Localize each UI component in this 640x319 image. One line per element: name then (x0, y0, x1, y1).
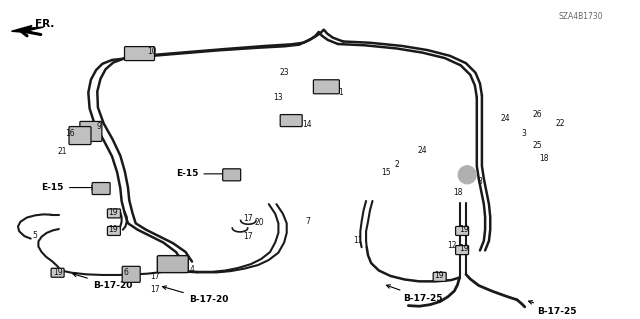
Text: 24: 24 (417, 146, 428, 155)
FancyBboxPatch shape (80, 122, 102, 141)
Text: 4: 4 (189, 265, 195, 274)
Text: 8: 8 (477, 177, 483, 186)
Text: 14: 14 (302, 120, 312, 129)
FancyBboxPatch shape (108, 226, 120, 235)
Text: 7: 7 (305, 217, 310, 226)
Text: 23: 23 (280, 68, 290, 77)
Text: 19: 19 (52, 268, 63, 277)
Text: 25: 25 (532, 141, 543, 150)
FancyBboxPatch shape (125, 47, 154, 61)
Text: 26: 26 (532, 110, 543, 119)
Text: FR.: FR. (35, 19, 54, 29)
Circle shape (458, 166, 476, 184)
Text: 15: 15 (381, 168, 391, 177)
Text: 2: 2 (394, 160, 399, 169)
Text: 19: 19 (459, 244, 469, 253)
Text: 19: 19 (459, 225, 469, 234)
FancyBboxPatch shape (314, 80, 339, 94)
Text: E-15: E-15 (42, 183, 95, 192)
FancyBboxPatch shape (69, 127, 91, 145)
Text: 18: 18 (453, 188, 462, 197)
Text: 17: 17 (243, 214, 253, 223)
Text: 17: 17 (243, 232, 253, 241)
Text: 1: 1 (338, 88, 343, 97)
FancyBboxPatch shape (157, 256, 188, 273)
Text: 21: 21 (58, 147, 67, 156)
FancyBboxPatch shape (108, 209, 120, 218)
Text: 10: 10 (147, 48, 157, 56)
FancyBboxPatch shape (456, 226, 468, 235)
FancyBboxPatch shape (51, 268, 64, 277)
Text: B-17-25: B-17-25 (529, 300, 577, 315)
Text: 18: 18 (540, 154, 548, 163)
Text: B-17-20: B-17-20 (163, 286, 228, 304)
Text: 20: 20 (254, 218, 264, 227)
Text: 19: 19 (108, 208, 118, 217)
Text: E-15: E-15 (176, 169, 227, 178)
Text: 6: 6 (124, 268, 129, 277)
Text: 9: 9 (97, 122, 102, 131)
Text: 19: 19 (434, 271, 444, 280)
Text: 5: 5 (33, 231, 38, 240)
Text: 24: 24 (500, 114, 511, 122)
Polygon shape (12, 26, 44, 33)
Text: B-17-25: B-17-25 (387, 285, 443, 303)
Text: 11: 11 (354, 236, 363, 245)
Text: 12: 12 (447, 241, 456, 250)
Text: 17: 17 (150, 285, 160, 294)
Text: 22: 22 (556, 119, 564, 128)
FancyBboxPatch shape (456, 246, 468, 255)
Text: 16: 16 (65, 129, 76, 138)
FancyBboxPatch shape (223, 169, 241, 181)
Text: 13: 13 (273, 93, 284, 102)
Text: 19: 19 (108, 225, 118, 234)
Text: B-17-20: B-17-20 (73, 273, 132, 290)
Text: 17: 17 (150, 272, 160, 281)
FancyBboxPatch shape (122, 266, 140, 282)
FancyBboxPatch shape (92, 182, 110, 195)
FancyBboxPatch shape (280, 115, 302, 127)
Text: SZA4B1730: SZA4B1730 (559, 12, 604, 21)
FancyBboxPatch shape (433, 272, 446, 281)
Text: 3: 3 (521, 129, 526, 138)
